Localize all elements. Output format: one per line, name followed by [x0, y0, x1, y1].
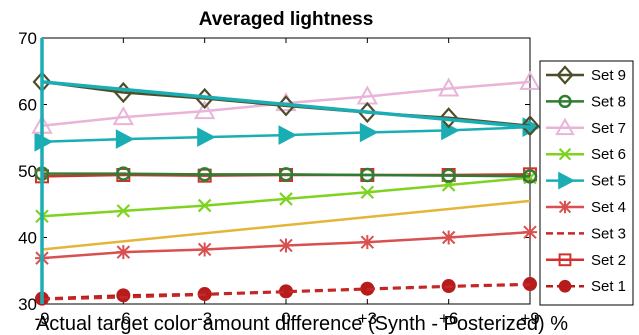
legend-label: Set 2 — [591, 252, 626, 269]
data-point — [279, 238, 293, 253]
legend-marker — [556, 65, 574, 85]
x-tick-label: -9 — [34, 309, 49, 328]
legend-marker — [558, 171, 576, 190]
data-point — [112, 106, 135, 126]
data-point — [278, 125, 298, 145]
data-point — [197, 198, 212, 213]
data-point — [357, 101, 377, 124]
data-point — [522, 169, 538, 184]
x-tick-label: +3 — [358, 309, 377, 328]
data-point — [116, 204, 131, 218]
legend-label: Set 3 — [591, 225, 626, 242]
series-line — [41, 283, 531, 301]
legend-marker — [558, 279, 572, 293]
data-point — [360, 235, 375, 250]
legend-entry: Set 5 — [546, 171, 626, 190]
legend-entry: Set 2 — [546, 252, 626, 269]
data-point — [441, 230, 456, 245]
series-layer — [31, 38, 542, 306]
x-tick-label: +6 — [439, 309, 458, 328]
legend-entry: Set 1 — [546, 278, 626, 295]
x-tick-label: 0 — [281, 309, 290, 328]
legend-label: Set 4 — [591, 199, 626, 216]
y-tick-label: 70 — [18, 29, 37, 48]
data-point — [520, 115, 540, 137]
legend-marker — [558, 94, 572, 109]
data-point — [116, 245, 131, 260]
legend-marker — [555, 117, 575, 136]
data-point — [360, 167, 375, 183]
data-point — [359, 122, 379, 143]
legend-entry: Set 8 — [546, 93, 626, 110]
legend-entry: Set 7 — [546, 117, 626, 137]
data-point — [360, 185, 375, 200]
fit-line — [41, 199, 531, 251]
data-point — [441, 168, 456, 183]
legend-entry: Set 6 — [546, 146, 626, 163]
y-tick-label: 50 — [18, 162, 37, 181]
legend-marker — [558, 253, 572, 267]
x-tick-label: -6 — [116, 309, 131, 328]
legend-label: Set 8 — [591, 93, 626, 110]
x-tick-label: +9 — [520, 309, 539, 328]
x-axis-label: Actual target color amount difference (S… — [36, 313, 568, 335]
data-point — [279, 192, 293, 206]
series-line — [42, 172, 531, 178]
plot-area: 30 40 50 60 70 -9 -6 -3 0 +3 +6 +9 — [18, 29, 542, 328]
data-point — [115, 129, 135, 149]
data-point — [523, 225, 537, 240]
legend-marker — [558, 148, 572, 161]
data-point — [197, 167, 212, 182]
data-point — [437, 77, 460, 97]
series-set-4 — [35, 225, 537, 266]
legend-label: Set 7 — [591, 120, 626, 137]
legend-label: Set 1 — [591, 278, 626, 295]
legend-label: Set 6 — [591, 146, 626, 163]
legend-label: Set 5 — [591, 173, 626, 190]
legend-entry: Set 3 — [546, 225, 626, 242]
series-set-3 — [41, 283, 531, 301]
data-point — [193, 100, 216, 120]
y-tick-label: 30 — [18, 295, 37, 314]
data-point — [116, 166, 131, 181]
legend-marker — [558, 200, 572, 214]
data-point — [439, 107, 459, 129]
y-tick-label: 40 — [18, 229, 37, 248]
data-point — [278, 167, 294, 182]
legend-entry: Set 9 — [546, 65, 626, 85]
x-tick-label: -3 — [197, 309, 212, 328]
plot-frame — [41, 37, 531, 305]
trend-line — [41, 80, 531, 129]
legend-label: Set 9 — [591, 67, 626, 84]
chart-title: Averaged lightness — [199, 9, 374, 30]
data-point — [197, 127, 216, 147]
data-point — [197, 242, 212, 257]
legend: Set 9 Set 8 Set 7 Set 6 Set 5 Set 4 Set 3 Set 2… — [539, 60, 634, 306]
y-tick-label: 60 — [18, 96, 37, 115]
y-axis: 30 40 50 60 70 — [18, 29, 530, 314]
legend-entry: Set 4 — [546, 199, 626, 216]
data-point — [116, 288, 131, 303]
data-point — [519, 70, 541, 90]
